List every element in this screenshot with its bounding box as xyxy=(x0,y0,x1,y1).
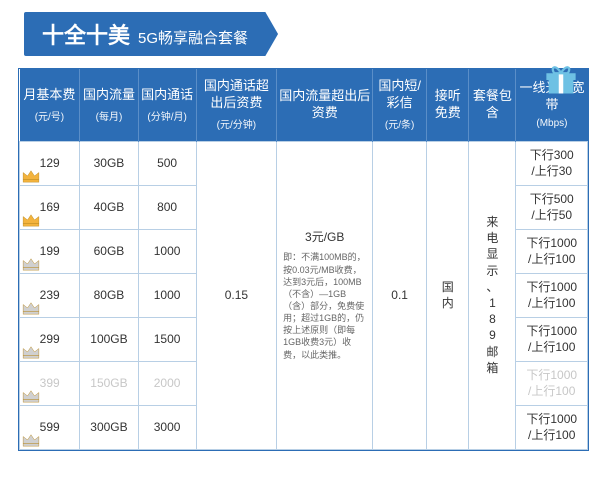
cell-data: 100GB xyxy=(80,317,138,361)
cell-min: 2000 xyxy=(138,361,196,405)
cell-min: 3000 xyxy=(138,405,196,449)
cell-min: 800 xyxy=(138,185,196,229)
cell-price: 399 xyxy=(20,361,80,405)
header-0: 月基本费(元/号) xyxy=(20,69,80,141)
header-6: 接听免费 xyxy=(426,69,468,141)
cell-bb: 下行1000/上行100 xyxy=(516,229,588,273)
header-5: 国内短/彩信(元/条) xyxy=(373,69,427,141)
cell-includes: 来电显示、189邮箱 xyxy=(469,141,516,449)
title-sub: 5G畅享融合套餐 xyxy=(138,27,248,48)
plan-row: 12930GB5000.153元/GB即：不满100MB的，按0.03元/MB收… xyxy=(20,141,588,185)
header-4: 国内流量超出后资费 xyxy=(277,69,373,141)
cell-data: 30GB xyxy=(80,141,138,185)
cell-price: 199 xyxy=(20,229,80,273)
cell-min: 1000 xyxy=(138,229,196,273)
cell-bb: 下行1000/上行100 xyxy=(516,361,588,405)
header-7: 套餐包含 xyxy=(469,69,516,141)
plan-table: 月基本费(元/号)国内流量(每月)国内通话(分钟/月)国内通话超出后资费(元/分… xyxy=(19,69,588,450)
header-1: 国内流量(每月) xyxy=(80,69,138,141)
cell-price: 169 xyxy=(20,185,80,229)
cell-incoming: 国内 xyxy=(426,141,468,449)
cell-price: 599 xyxy=(20,405,80,449)
cell-data: 40GB xyxy=(80,185,138,229)
cell-bb: 下行1000/上行100 xyxy=(516,317,588,361)
cell-data: 60GB xyxy=(80,229,138,273)
cell-overage-call: 0.15 xyxy=(196,141,277,449)
cell-price: 239 xyxy=(20,273,80,317)
cell-min: 1000 xyxy=(138,273,196,317)
cell-data: 150GB xyxy=(80,361,138,405)
plan-table-wrap: 月基本费(元/号)国内流量(每月)国内通话(分钟/月)国内通话超出后资费(元/分… xyxy=(18,68,589,451)
cell-bb: 下行500/上行50 xyxy=(516,185,588,229)
title-main: 十全十美 xyxy=(42,18,130,50)
gift-icon xyxy=(543,62,579,98)
cell-bb: 下行300/上行30 xyxy=(516,141,588,185)
cell-min: 500 xyxy=(138,141,196,185)
cell-sms: 0.1 xyxy=(373,141,427,449)
cell-overage-data: 3元/GB即：不满100MB的，按0.03元/MB收费，达到3元后，100MB（… xyxy=(277,141,373,449)
cell-bb: 下行1000/上行100 xyxy=(516,273,588,317)
cell-min: 1500 xyxy=(138,317,196,361)
title-banner: 十全十美 5G畅享融合套餐 xyxy=(24,12,278,56)
cell-bb: 下行1000/上行100 xyxy=(516,405,588,449)
cell-price: 129 xyxy=(20,141,80,185)
cell-price: 299 xyxy=(20,317,80,361)
cell-data: 80GB xyxy=(80,273,138,317)
cell-data: 300GB xyxy=(80,405,138,449)
header-3: 国内通话超出后资费(元/分钟) xyxy=(196,69,277,141)
header-2: 国内通话(分钟/月) xyxy=(138,69,196,141)
header-row: 月基本费(元/号)国内流量(每月)国内通话(分钟/月)国内通话超出后资费(元/分… xyxy=(20,69,588,141)
